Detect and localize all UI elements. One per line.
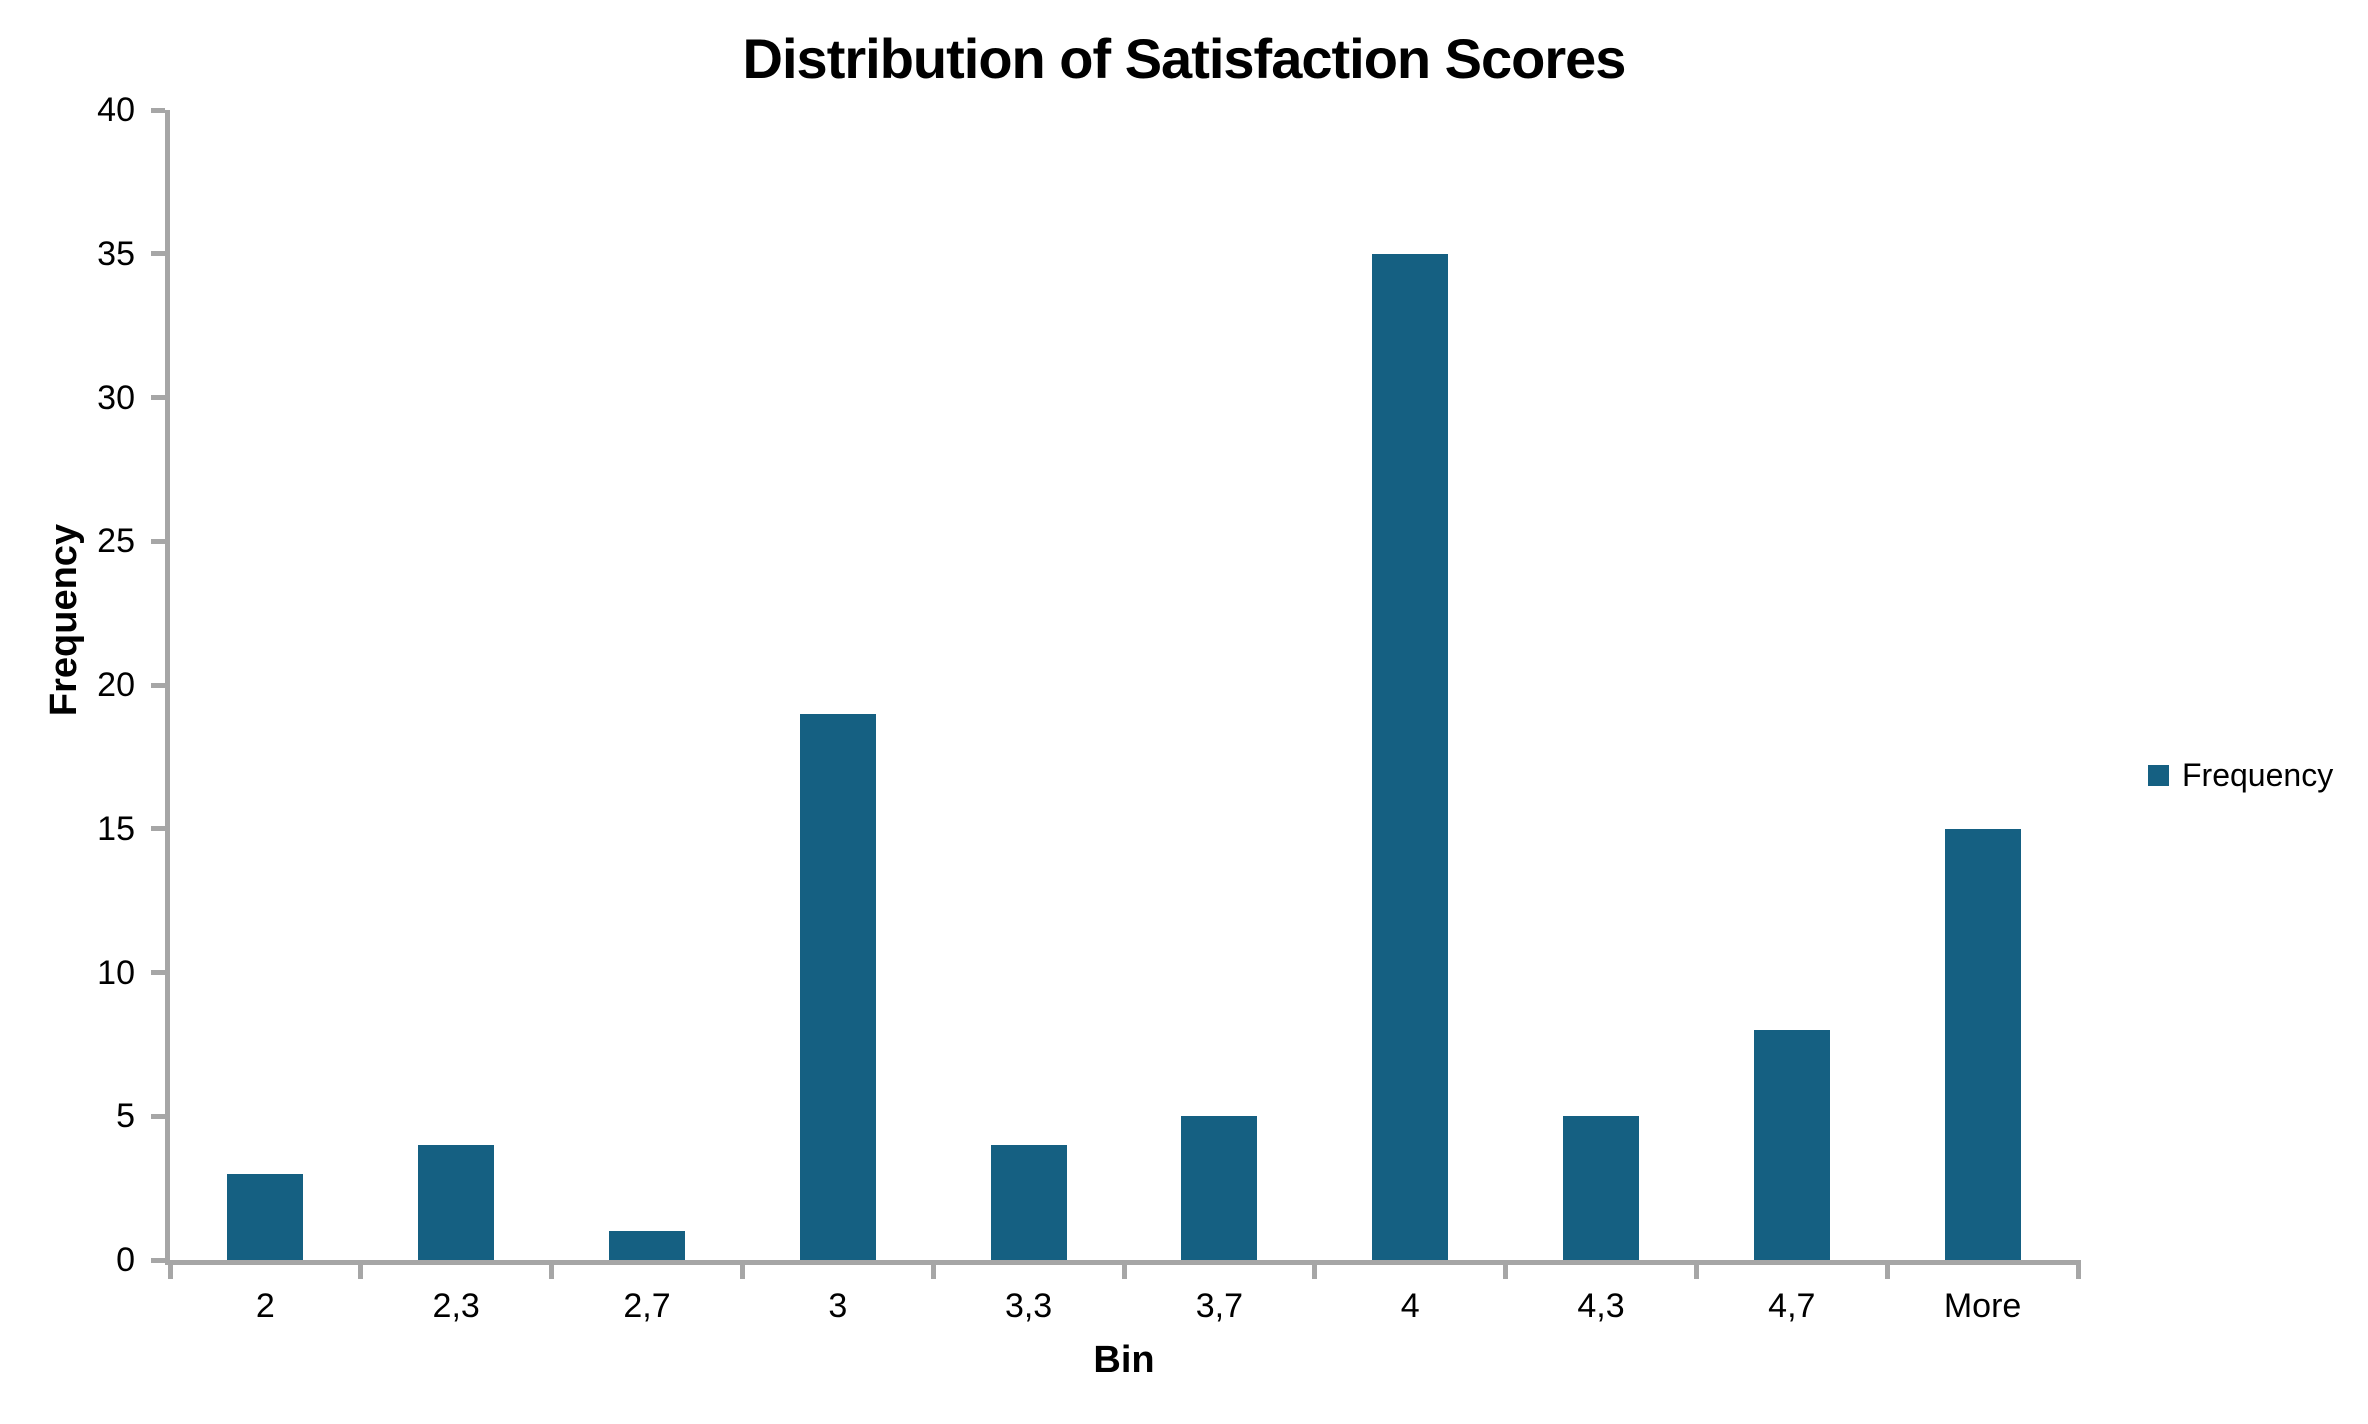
bar-4,7 (1753, 1030, 1830, 1260)
x-tick (930, 1265, 936, 1279)
y-tick-label: 30 (97, 378, 135, 417)
y-tick-label: 25 (97, 522, 135, 561)
x-tick (1312, 1265, 1318, 1279)
bar-2 (227, 1173, 304, 1260)
y-tick-label: 20 (97, 666, 135, 704)
y-tick (151, 682, 165, 688)
x-tick (1884, 1265, 1890, 1279)
y-tick-label: 15 (97, 809, 135, 848)
y-tick (151, 1257, 165, 1263)
y-tick (151, 826, 165, 832)
x-tick-label: 4,7 (1768, 1287, 1816, 1325)
y-axis-title: Frequency (43, 523, 85, 717)
x-tick (167, 1265, 173, 1279)
y-tick-label: 5 (116, 1097, 135, 1136)
y-tick-label: 10 (97, 953, 135, 992)
y-tick (151, 970, 165, 975)
x-tick (2075, 1265, 2081, 1279)
x-tick (358, 1265, 364, 1279)
x-tick-label: More (1943, 1287, 2022, 1325)
x-tick-label: 4 (1400, 1287, 1420, 1325)
x-tick-label: 4,3 (1577, 1287, 1625, 1325)
legend-swatch-icon (2148, 764, 2169, 786)
x-axis-title: Bin (1093, 1339, 1155, 1381)
bar-3,7 (1181, 1116, 1258, 1260)
legend-label: Frequency (2182, 757, 2334, 793)
y-tick (151, 538, 165, 544)
chart-title: Distribution of Satisfaction Scores (742, 27, 1627, 90)
y-tick (151, 107, 165, 113)
y-tick (151, 1113, 165, 1119)
bar-2,3 (418, 1145, 495, 1260)
x-tick (1693, 1265, 1699, 1279)
x-tick-label: 3,7 (1195, 1287, 1244, 1325)
x-tick (549, 1265, 555, 1279)
x-tick (739, 1265, 745, 1279)
x-tick-label: 3,3 (1004, 1287, 1053, 1325)
x-tick-label: 2,3 (432, 1287, 480, 1325)
bar-2,7 (609, 1231, 685, 1260)
x-tick-label: 2 (255, 1287, 275, 1325)
y-tick (151, 251, 165, 257)
x-tick (1121, 1265, 1127, 1279)
x-tick-label: 2,7 (623, 1287, 671, 1325)
y-tick-label: 35 (97, 234, 135, 273)
y-tick (151, 395, 165, 400)
y-tick-label: 0 (116, 1241, 135, 1279)
x-axis-line (165, 1260, 2081, 1265)
bar-4 (1372, 253, 1449, 1260)
bar-3 (799, 713, 876, 1260)
bar-3,3 (990, 1145, 1067, 1260)
x-tick-label: 3 (828, 1287, 848, 1325)
y-axis-line (165, 110, 170, 1265)
bar-More (1944, 828, 2021, 1260)
bar-4,3 (1563, 1116, 1639, 1260)
x-tick (1503, 1265, 1509, 1279)
y-tick-label: 40 (97, 91, 135, 129)
legend: Frequency (2148, 757, 2333, 793)
